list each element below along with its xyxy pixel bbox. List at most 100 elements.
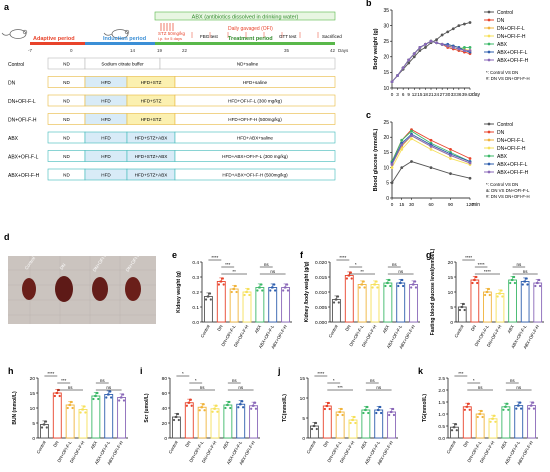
data-point — [480, 409, 483, 413]
data-point — [412, 283, 415, 286]
bar — [309, 425, 319, 439]
y-axis-label: TG(mmol/L) — [422, 394, 428, 422]
data-point — [260, 283, 263, 286]
group-segment-label: HFD — [101, 80, 111, 85]
data-point — [412, 55, 416, 59]
sig-label: **** — [317, 371, 324, 376]
bar — [229, 288, 239, 323]
group-segment-label: HFD+saline — [243, 80, 268, 85]
data-point — [97, 397, 100, 401]
data-point — [463, 408, 466, 411]
data-point — [390, 181, 394, 185]
data-point — [468, 408, 471, 411]
legend-note: &: DN VS DN+OFI-F-L — [486, 188, 530, 193]
x-tick-label: ABX — [222, 440, 231, 450]
data-point — [476, 281, 479, 285]
data-point — [532, 401, 535, 404]
data-point — [226, 403, 229, 407]
sig-label: ns — [264, 262, 270, 267]
bar — [223, 404, 233, 439]
group-segment-label: HFD+STZ+ABX — [135, 173, 168, 178]
x-tick-label: DN — [184, 440, 191, 448]
bar — [409, 284, 419, 323]
data-point — [407, 61, 411, 65]
data-point — [446, 30, 450, 34]
data-point — [237, 406, 240, 409]
bar — [255, 287, 265, 323]
series-line — [391, 130, 471, 162]
data-point — [241, 400, 244, 403]
bar — [65, 404, 75, 439]
data-point — [450, 429, 454, 432]
x-tick-label: 90 — [448, 202, 454, 207]
bar — [78, 409, 88, 439]
data-point — [332, 301, 336, 304]
group-segment-label: Sodium citrate buffer — [101, 62, 144, 67]
bar — [322, 405, 332, 439]
y-tick-label: 10 — [300, 396, 306, 402]
data-point — [177, 418, 180, 422]
bar — [483, 291, 492, 323]
data-point — [451, 27, 455, 31]
panel-letter-a: a — [4, 2, 10, 12]
group-segment — [174, 150, 336, 162]
bar — [533, 282, 543, 323]
y-tick-label: 15 — [300, 376, 306, 382]
data-point — [468, 21, 472, 24]
fbg-test-label: FBG test — [200, 34, 219, 39]
y-tick-label: 0.010 — [315, 290, 327, 296]
data-point — [468, 176, 472, 180]
bar — [216, 281, 226, 323]
legend-label: ABX+OFI-F-L — [497, 162, 528, 168]
data-point — [45, 426, 48, 429]
data-point — [400, 166, 404, 170]
data-point — [538, 278, 541, 282]
bar — [184, 402, 194, 439]
data-point — [323, 407, 326, 411]
legend-label: ABX+OFI-F-H — [497, 170, 529, 176]
data-point — [487, 287, 491, 291]
data-point — [454, 423, 458, 426]
y-tick-label: 0 — [386, 196, 389, 202]
data-point — [429, 166, 433, 170]
group-segment-label: ND — [63, 136, 70, 141]
bar — [462, 406, 472, 439]
data-point — [53, 394, 56, 398]
legend-label: ABX+OFI-F-H — [497, 58, 529, 64]
data-point — [273, 283, 276, 286]
data-point — [486, 290, 489, 294]
data-point — [494, 420, 497, 423]
data-point — [396, 74, 399, 77]
x-tick-label: ABX — [500, 440, 509, 450]
x-tick-label: DN — [470, 324, 477, 332]
data-point — [380, 411, 383, 415]
data-point — [221, 277, 224, 280]
y-tick-label: 5 — [32, 421, 35, 427]
bar — [236, 403, 246, 439]
group-name: ABX+OFI-F-H — [8, 173, 40, 179]
legend-note: *: Control VS DN — [486, 182, 518, 187]
y-tick-label: 20 — [30, 376, 36, 382]
data-point — [488, 293, 491, 297]
data-point — [354, 421, 357, 425]
phase-label: Treatment period — [228, 36, 273, 42]
data-point — [345, 277, 348, 280]
x-tick-label: 33 — [451, 92, 457, 97]
x-tick-label: ABX — [506, 324, 515, 334]
y-tick-label: 1.5 — [438, 400, 445, 406]
data-point — [190, 404, 193, 407]
data-point — [366, 405, 369, 409]
y-tick-label: 15 — [448, 275, 454, 281]
bar — [268, 287, 278, 323]
data-point — [418, 49, 422, 52]
data-point — [407, 58, 411, 62]
x-tick-label: ABX — [382, 324, 391, 334]
data-point — [362, 411, 365, 415]
data-point — [390, 166, 394, 170]
legend-marker — [487, 130, 491, 134]
y-tick-label: 10 — [383, 86, 389, 92]
data-point — [250, 407, 253, 410]
data-point — [496, 295, 499, 298]
data-point — [234, 284, 237, 288]
group-segment-label: ND — [63, 62, 70, 67]
